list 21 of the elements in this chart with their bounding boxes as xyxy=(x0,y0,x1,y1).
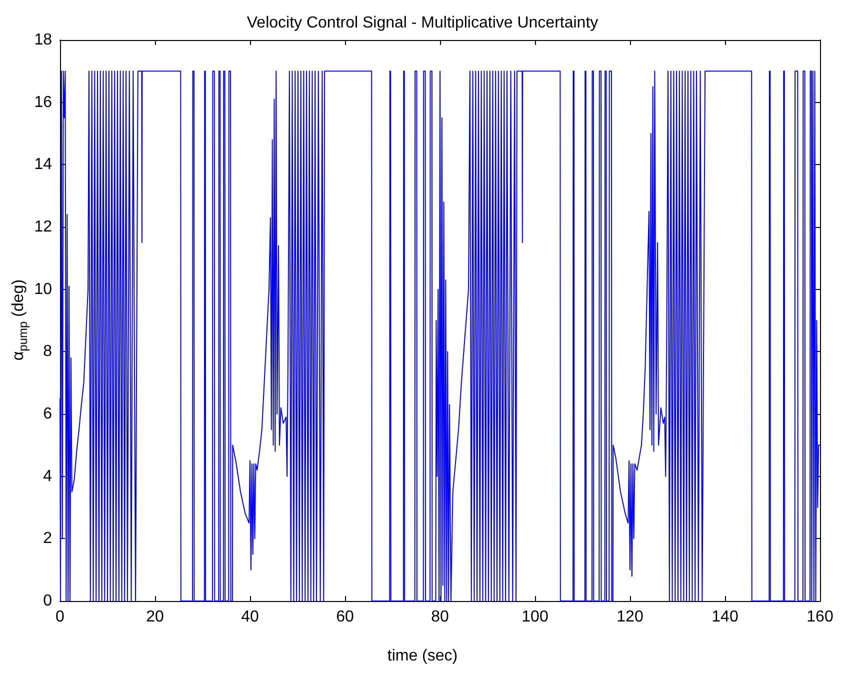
x-axis-title: time (sec) xyxy=(387,648,458,664)
x-tick-label: 0 xyxy=(56,608,65,626)
y-tick-label: 0 xyxy=(43,592,52,610)
x-tick-label: 20 xyxy=(146,608,164,626)
y-tick-label: 12 xyxy=(34,218,52,236)
x-tick-label: 100 xyxy=(522,608,548,626)
y-tick-label: 16 xyxy=(34,94,52,111)
x-tick-label: 120 xyxy=(616,608,644,626)
y-tick-label: 4 xyxy=(43,468,52,485)
x-tick-label: 160 xyxy=(806,608,834,626)
y-tick-label: 6 xyxy=(43,406,52,422)
x-tick-label: 40 xyxy=(241,608,259,626)
x-tick-label: 80 xyxy=(431,608,449,626)
y-tick-label: 18 xyxy=(34,32,52,48)
y-tick-label: 8 xyxy=(43,343,52,360)
x-tick-label: 60 xyxy=(336,608,354,626)
y-tick-label: 14 xyxy=(34,156,52,174)
y-tick-label: 10 xyxy=(34,280,52,298)
chart-title: Velocity Control Signal - Multiplicative Uncertainty xyxy=(246,14,598,32)
y-tick-label: 2 xyxy=(43,530,52,548)
x-tick-label: 140 xyxy=(712,608,738,626)
